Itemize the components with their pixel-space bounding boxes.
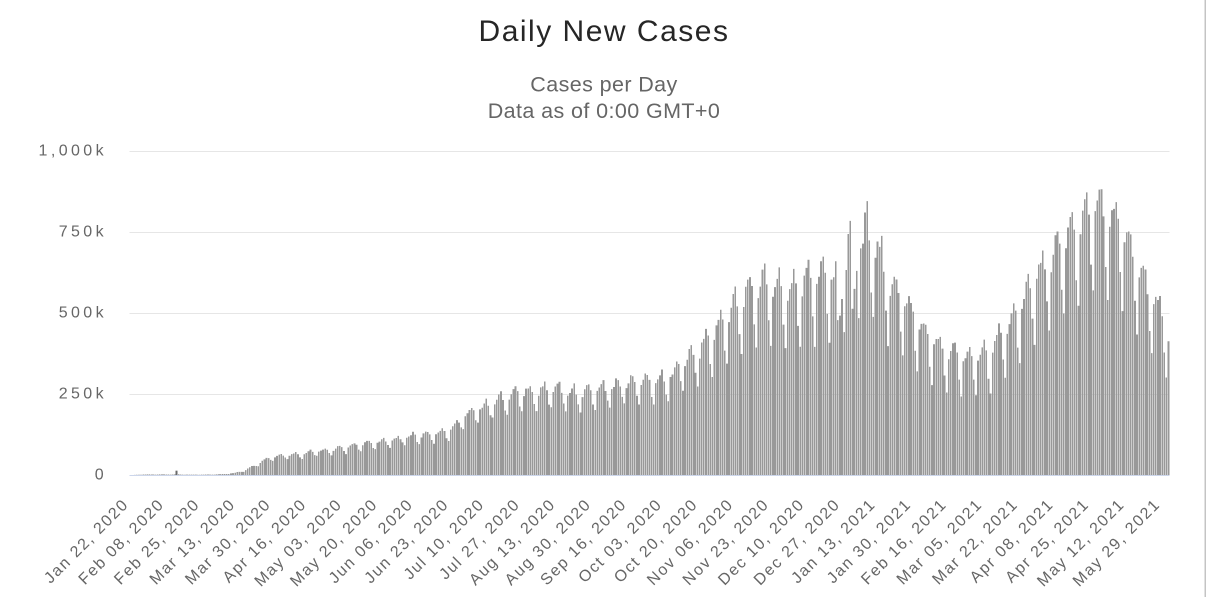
svg-text:0: 0 [95, 467, 107, 484]
svg-text:500k: 500k [59, 305, 107, 322]
svg-text:250k: 250k [59, 386, 107, 403]
svg-text:Cases per Day: Cases per Day [530, 73, 677, 97]
svg-text:1,000k: 1,000k [39, 142, 107, 159]
svg-text:750k: 750k [59, 223, 107, 240]
svg-text:Daily New Cases: Daily New Cases [479, 15, 730, 48]
svg-text:Data as of 0:00 GMT+0: Data as of 0:00 GMT+0 [488, 99, 720, 123]
